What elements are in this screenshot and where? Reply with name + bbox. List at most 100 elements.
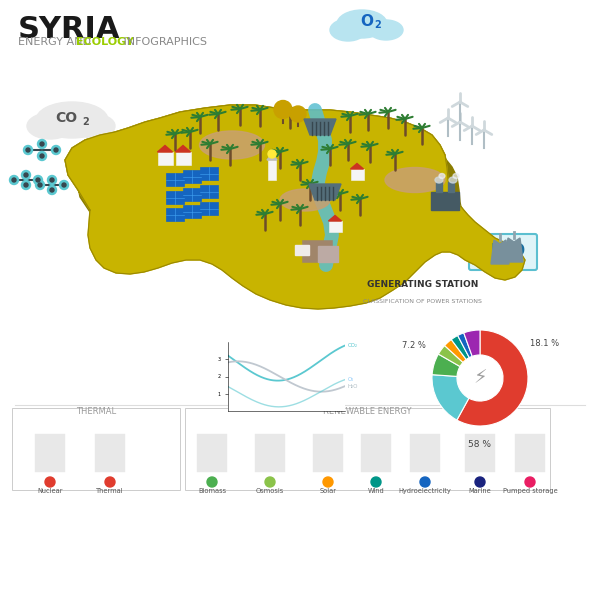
Polygon shape: [176, 145, 191, 152]
Wedge shape: [445, 340, 466, 362]
Circle shape: [525, 477, 535, 487]
Text: Biomass: Biomass: [198, 488, 226, 494]
Wedge shape: [457, 330, 528, 426]
Polygon shape: [65, 105, 525, 309]
Circle shape: [47, 175, 56, 185]
Text: 2: 2: [503, 250, 511, 260]
Circle shape: [36, 178, 40, 182]
Ellipse shape: [385, 167, 445, 193]
Text: Hydroelectricity: Hydroelectricity: [398, 488, 451, 494]
Bar: [176, 152, 191, 165]
Bar: [166, 191, 184, 204]
Text: Wind: Wind: [368, 488, 385, 494]
Ellipse shape: [369, 20, 403, 40]
Bar: [361, 434, 391, 472]
Text: Thermal: Thermal: [96, 488, 124, 494]
Circle shape: [35, 181, 44, 190]
Polygon shape: [267, 154, 277, 160]
Ellipse shape: [199, 131, 265, 159]
Bar: [295, 245, 309, 255]
Circle shape: [59, 181, 68, 190]
Bar: [157, 152, 173, 165]
Text: Marine: Marine: [469, 488, 491, 494]
Circle shape: [52, 145, 61, 154]
Text: SYRIA: SYRIA: [18, 15, 121, 44]
Circle shape: [38, 183, 42, 187]
Text: THERMAL: THERMAL: [76, 407, 116, 416]
Text: Osmosis: Osmosis: [256, 488, 284, 494]
Circle shape: [40, 154, 44, 158]
Wedge shape: [458, 333, 472, 358]
Circle shape: [22, 181, 31, 190]
Text: ECOLOGY: ECOLOGY: [76, 37, 134, 47]
Circle shape: [54, 148, 58, 152]
Circle shape: [207, 477, 217, 487]
Polygon shape: [309, 184, 341, 200]
Ellipse shape: [435, 177, 443, 183]
Circle shape: [290, 106, 306, 122]
Circle shape: [268, 150, 276, 158]
Wedge shape: [464, 330, 480, 356]
Bar: [183, 188, 201, 201]
Wedge shape: [439, 346, 463, 367]
Bar: [200, 202, 218, 215]
Bar: [350, 169, 364, 180]
Text: H: H: [490, 242, 504, 260]
Text: O: O: [510, 242, 524, 260]
Bar: [197, 434, 227, 472]
Bar: [12, 408, 180, 490]
Circle shape: [24, 183, 28, 187]
Circle shape: [37, 151, 47, 160]
Ellipse shape: [337, 10, 387, 38]
Bar: [183, 170, 201, 183]
Bar: [200, 167, 218, 180]
Bar: [166, 173, 184, 186]
Text: ENERGY AND: ENERGY AND: [18, 37, 95, 47]
Ellipse shape: [73, 114, 115, 138]
Circle shape: [37, 139, 47, 148]
Ellipse shape: [280, 189, 330, 211]
Text: Solar: Solar: [320, 488, 337, 494]
Bar: [318, 246, 338, 262]
Circle shape: [274, 100, 292, 118]
Polygon shape: [491, 240, 509, 264]
Circle shape: [24, 173, 28, 177]
Text: INFOGRAPHICS: INFOGRAPHICS: [120, 37, 207, 47]
Bar: [313, 434, 343, 472]
Bar: [448, 182, 454, 192]
Bar: [410, 434, 440, 472]
Bar: [185, 408, 550, 490]
Text: H₂O: H₂O: [347, 383, 358, 389]
Ellipse shape: [439, 173, 445, 179]
Circle shape: [34, 175, 43, 185]
Polygon shape: [304, 119, 336, 135]
Bar: [465, 434, 495, 472]
Bar: [302, 240, 332, 262]
Bar: [515, 434, 545, 472]
Ellipse shape: [27, 113, 73, 139]
Polygon shape: [329, 215, 341, 221]
Text: Pumped storage: Pumped storage: [503, 488, 557, 494]
Circle shape: [50, 188, 54, 192]
Bar: [329, 221, 341, 232]
Bar: [200, 185, 218, 198]
Text: 18.1 %: 18.1 %: [530, 339, 560, 348]
Ellipse shape: [330, 19, 366, 41]
Circle shape: [371, 477, 381, 487]
Polygon shape: [65, 105, 474, 232]
Text: CLASSIFICATION OF POWER STATIONS: CLASSIFICATION OF POWER STATIONS: [363, 299, 482, 304]
Bar: [183, 205, 201, 218]
Polygon shape: [157, 145, 173, 152]
Circle shape: [40, 142, 44, 146]
Wedge shape: [451, 335, 469, 359]
Text: 58 %: 58 %: [469, 440, 491, 449]
Text: 2: 2: [83, 117, 89, 127]
FancyBboxPatch shape: [469, 234, 537, 270]
Bar: [436, 182, 442, 192]
Circle shape: [420, 477, 430, 487]
Bar: [255, 434, 285, 472]
Circle shape: [323, 477, 333, 487]
Circle shape: [26, 148, 30, 152]
Wedge shape: [432, 354, 460, 376]
Bar: [95, 434, 125, 472]
